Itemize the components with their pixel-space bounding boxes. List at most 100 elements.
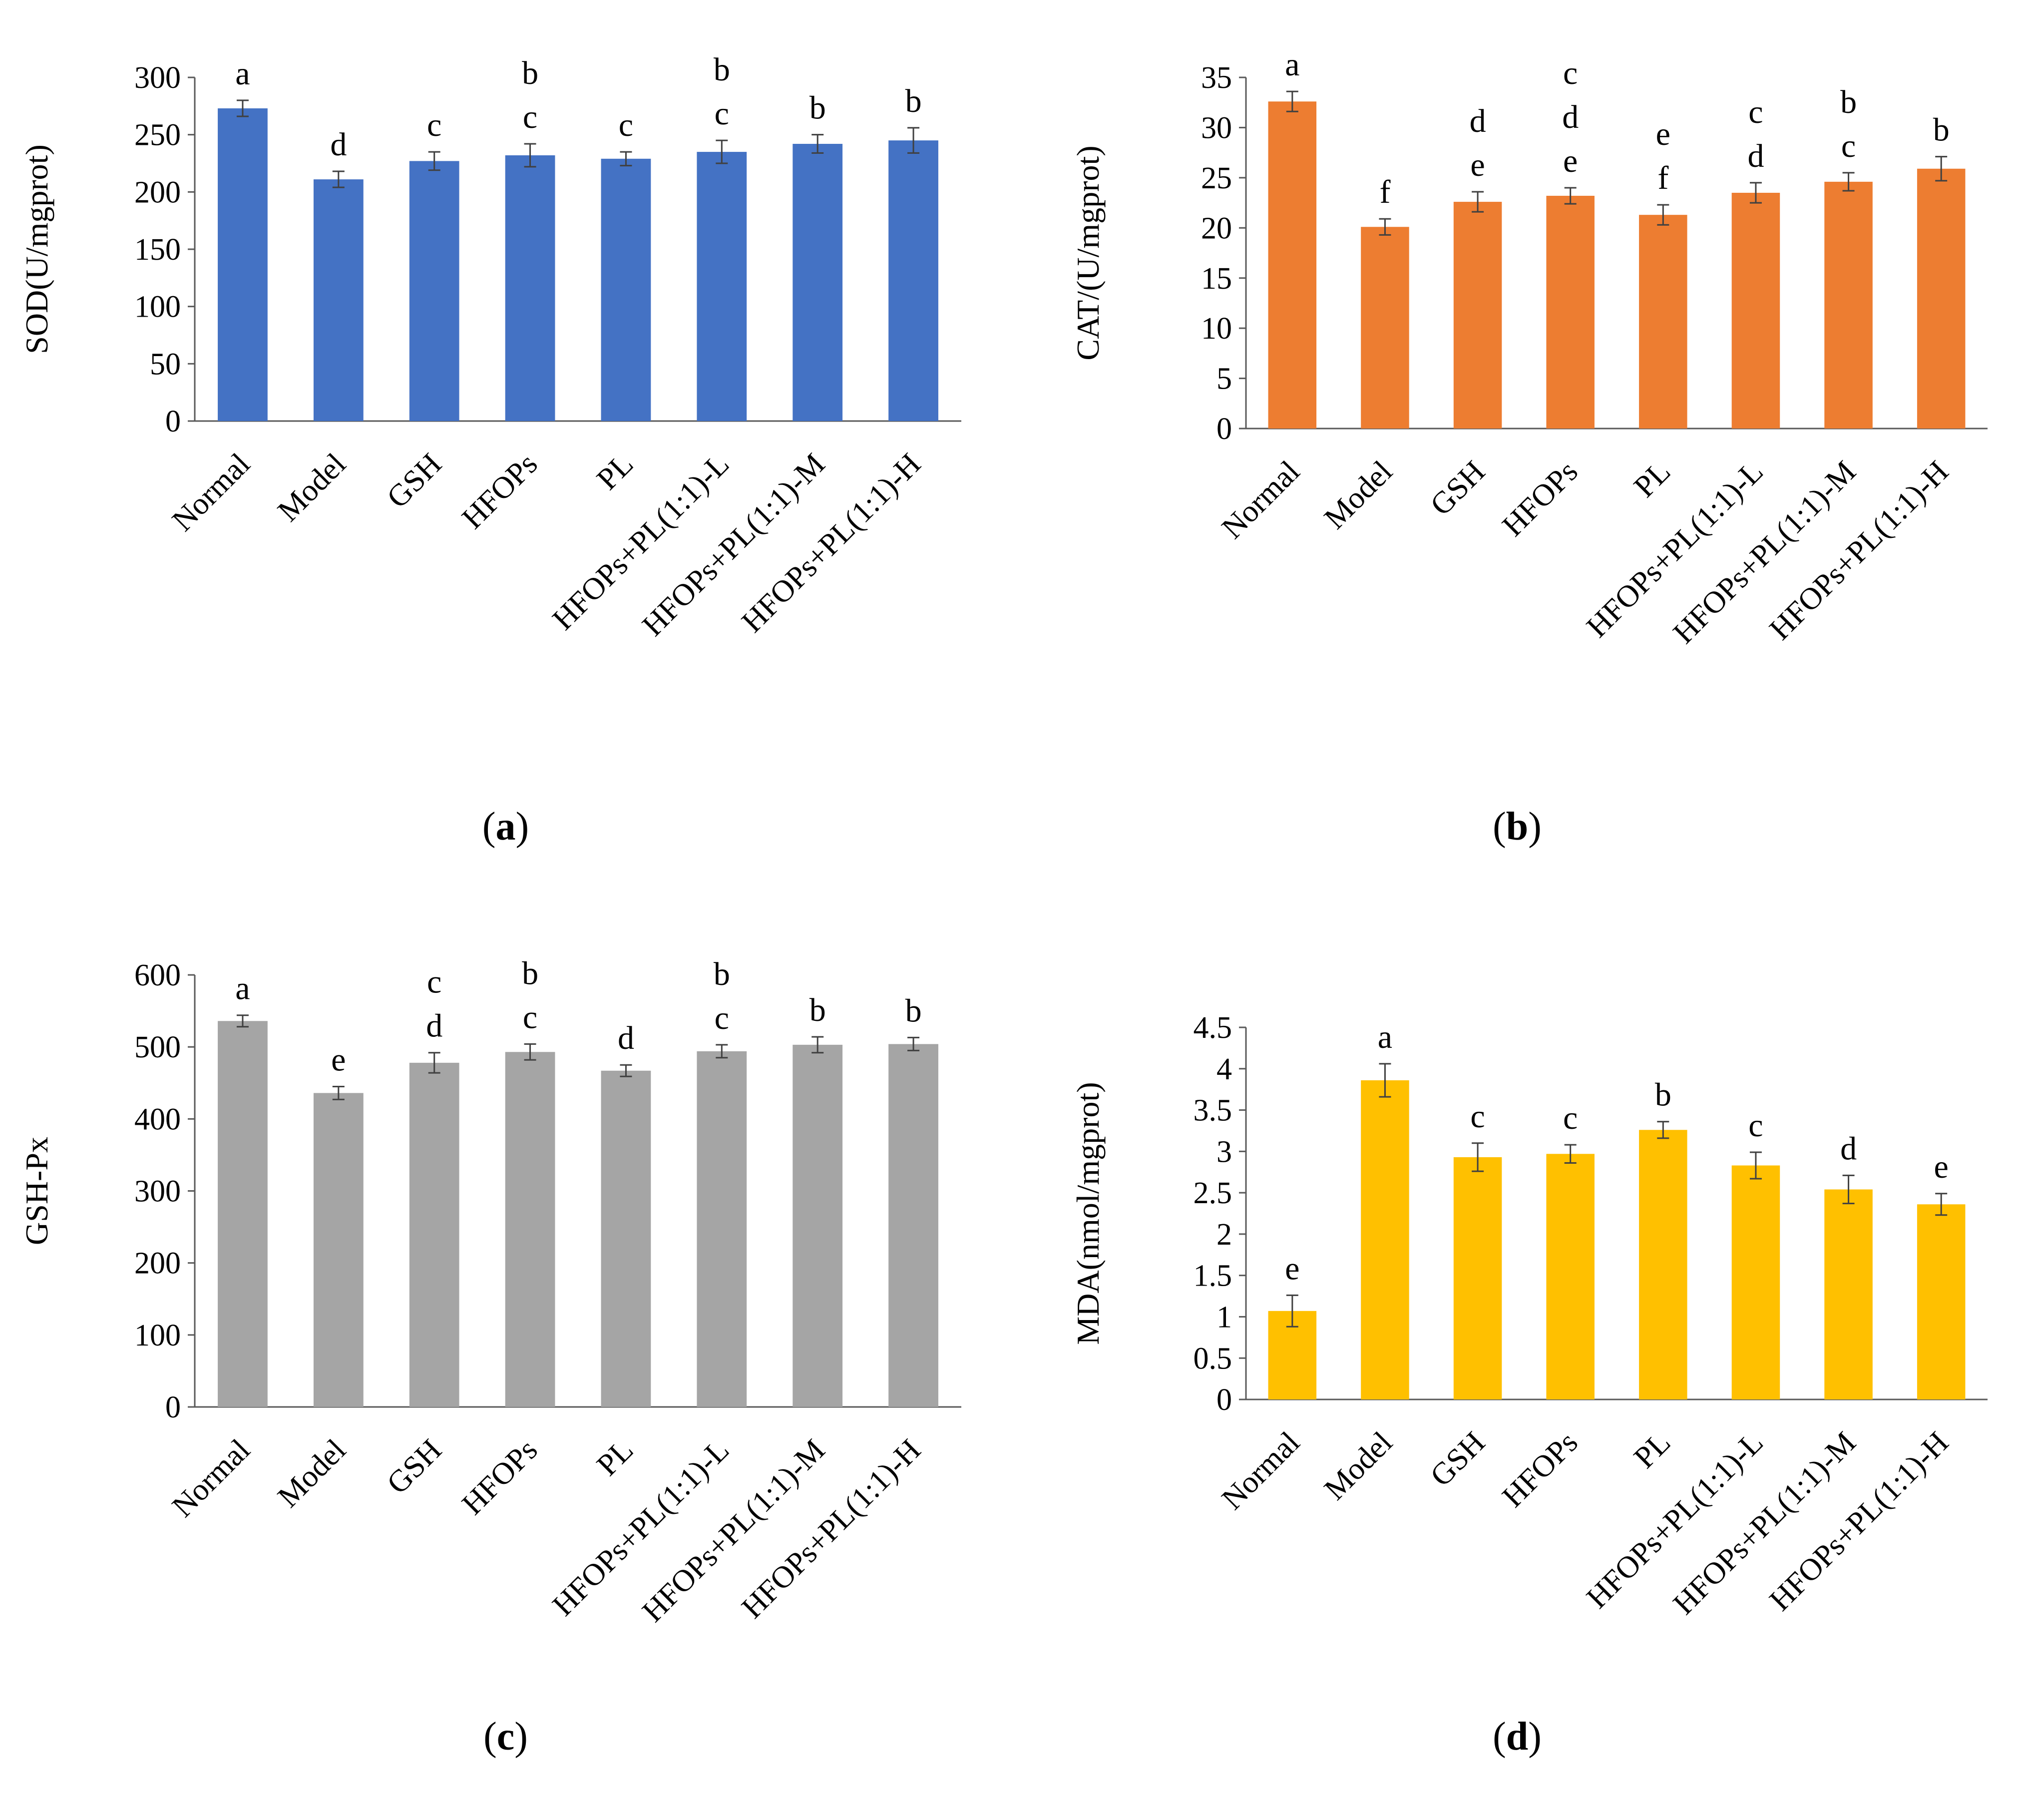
x-tick-label: PL (590, 1433, 640, 1482)
significance-letter: c (1748, 94, 1763, 130)
bar (505, 155, 555, 421)
y-tick-label: 0.5 (1194, 1342, 1232, 1375)
significance-letter: a (1285, 46, 1299, 83)
chart-panel-d: 0 0.5 1 1.5 2 2.5 3 3.5 4 4.5 MDA(nmol/mgprot) e Nor… (1011, 910, 2023, 1820)
bar (218, 1021, 268, 1407)
significance-letter: b (1655, 1077, 1671, 1113)
y-tick-label: 4 (1216, 1052, 1232, 1086)
x-tick-label: PL (1627, 455, 1677, 504)
bar (1639, 215, 1687, 429)
y-tick-label: 15 (1201, 262, 1232, 296)
x-tick-label: HFOPs+PL(1:1)-H (735, 447, 927, 639)
significance-letter: c (1748, 1107, 1763, 1144)
y-tick-label: 1.5 (1194, 1259, 1232, 1293)
significance-letter: d (1562, 99, 1579, 135)
significance-letter: c (715, 95, 729, 132)
x-tick-label: HFOPs+PL(1:1)-M (636, 1433, 831, 1629)
y-tick-label: 0 (1216, 412, 1232, 446)
significance-letter: e (331, 1041, 346, 1078)
significance-letter: d (1840, 1130, 1857, 1167)
y-tick-label: 500 (134, 1030, 181, 1064)
x-tick-label: HFOPs (1496, 1425, 1584, 1514)
significance-letter: b (522, 955, 538, 991)
bar (1361, 227, 1409, 429)
bar (1917, 168, 1966, 429)
y-axis-title: GSH-Px (19, 1137, 54, 1245)
x-tick-label: GSH (1424, 455, 1492, 522)
y-tick-label: 25 (1201, 161, 1232, 195)
significance-letter: b (809, 90, 826, 126)
x-tick-label: Normal (1215, 1425, 1306, 1516)
significance-letter: d (1470, 103, 1486, 139)
significance-letter: e (1470, 147, 1485, 183)
significance-letter: b (905, 992, 922, 1029)
significance-letter: e (1285, 1250, 1299, 1287)
bar-chart: 0100200300400500600GSH-PxaNormaleModeldc… (19, 955, 961, 1629)
x-tick-label: HFOPs+PL(1:1)-M (636, 447, 831, 643)
significance-letter: d (618, 1020, 634, 1056)
significance-letter: c (427, 107, 441, 143)
x-tick-label: HFOPs+PL(1:1)-H (1763, 1425, 1955, 1618)
y-tick-label: 0 (165, 1390, 181, 1424)
significance-letter: b (809, 992, 826, 1028)
x-tick-label: HFOPs (1496, 455, 1584, 543)
bar (1453, 1157, 1502, 1399)
significance-letter: e (1656, 116, 1670, 152)
significance-letter: b (1840, 84, 1857, 120)
x-tick-label: HFOPs+PL(1:1)-H (735, 1433, 927, 1625)
y-axis-title: CAT/(U/mgprot) (1070, 145, 1106, 360)
y-tick-label: 4.5 (1194, 1011, 1232, 1045)
significance-letter: c (1563, 1100, 1578, 1136)
y-tick-label: 200 (134, 175, 181, 209)
bar (793, 1044, 843, 1407)
chart-panel-a: 0 50 100 150 200 250 300 SOD(U/mgprot) a Normal d M… (0, 0, 1011, 910)
significance-letter: b (522, 55, 538, 91)
y-tick-label: 250 (134, 118, 181, 152)
significance-letter: a (235, 970, 250, 1007)
y-tick-label: 0 (165, 405, 181, 439)
significance-letter: b (1933, 112, 1950, 148)
bar (888, 1044, 938, 1407)
bar (1546, 1154, 1595, 1399)
significance-letter: b (714, 51, 730, 88)
x-tick-label: HFOPs+PL(1:1)-L (546, 447, 736, 637)
significance-letter: d (1747, 138, 1764, 174)
bar-chart: 0 5 10 15 20 25 30 35 CAT/(U/mgprot) a Normal f Mode… (1070, 46, 1988, 650)
significance-letter: d (426, 1008, 442, 1044)
significance-letter: f (1657, 160, 1668, 196)
significance-letter: f (1379, 174, 1390, 210)
x-tick-label: Normal (166, 447, 257, 538)
x-tick-label: Model (1318, 1425, 1399, 1507)
bar (409, 161, 459, 421)
y-axis-title: SOD(U/mgprot) (19, 144, 54, 354)
x-tick-label: HFOPs (455, 447, 544, 535)
y-tick-label: 300 (134, 61, 181, 95)
bar-chart: 0 0.5 1 1.5 2 2.5 3 3.5 4 4.5 MDA(nmol/mgprot) e Nor… (1070, 1011, 1988, 1621)
x-tick-label: Model (271, 447, 353, 528)
x-tick-label: Normal (1215, 455, 1306, 545)
bar (409, 1062, 459, 1407)
panel-label: (c) (483, 1715, 528, 1759)
x-tick-label: GSH (381, 447, 448, 515)
bar (313, 1093, 364, 1407)
bar (1917, 1204, 1966, 1399)
x-tick-label: HFOPs+PL(1:1)-L (1580, 1425, 1770, 1615)
significance-letter: b (905, 83, 922, 119)
y-axis-title: MDA(nmol/mgprot) (1070, 1082, 1106, 1345)
significance-letter: a (235, 55, 250, 92)
bar-chart: 0 50 100 150 200 250 300 SOD(U/mgprot) a Normal d M… (19, 51, 961, 643)
significance-letter: c (1563, 55, 1578, 91)
x-tick-label: HFOPs+PL(1:1)-H (1763, 455, 1955, 647)
bar (1361, 1080, 1409, 1399)
y-tick-label: 150 (134, 233, 181, 267)
significance-letter: c (1841, 128, 1856, 164)
bar (601, 1070, 651, 1407)
y-tick-label: 1 (1216, 1301, 1232, 1335)
x-tick-label: GSH (1424, 1425, 1492, 1493)
y-tick-label: 100 (134, 1319, 181, 1353)
y-tick-label: 30 (1201, 111, 1232, 145)
y-tick-label: 3.5 (1194, 1094, 1232, 1128)
bar (505, 1052, 555, 1407)
significance-letter: d (330, 126, 347, 163)
significance-letter: c (619, 107, 633, 143)
